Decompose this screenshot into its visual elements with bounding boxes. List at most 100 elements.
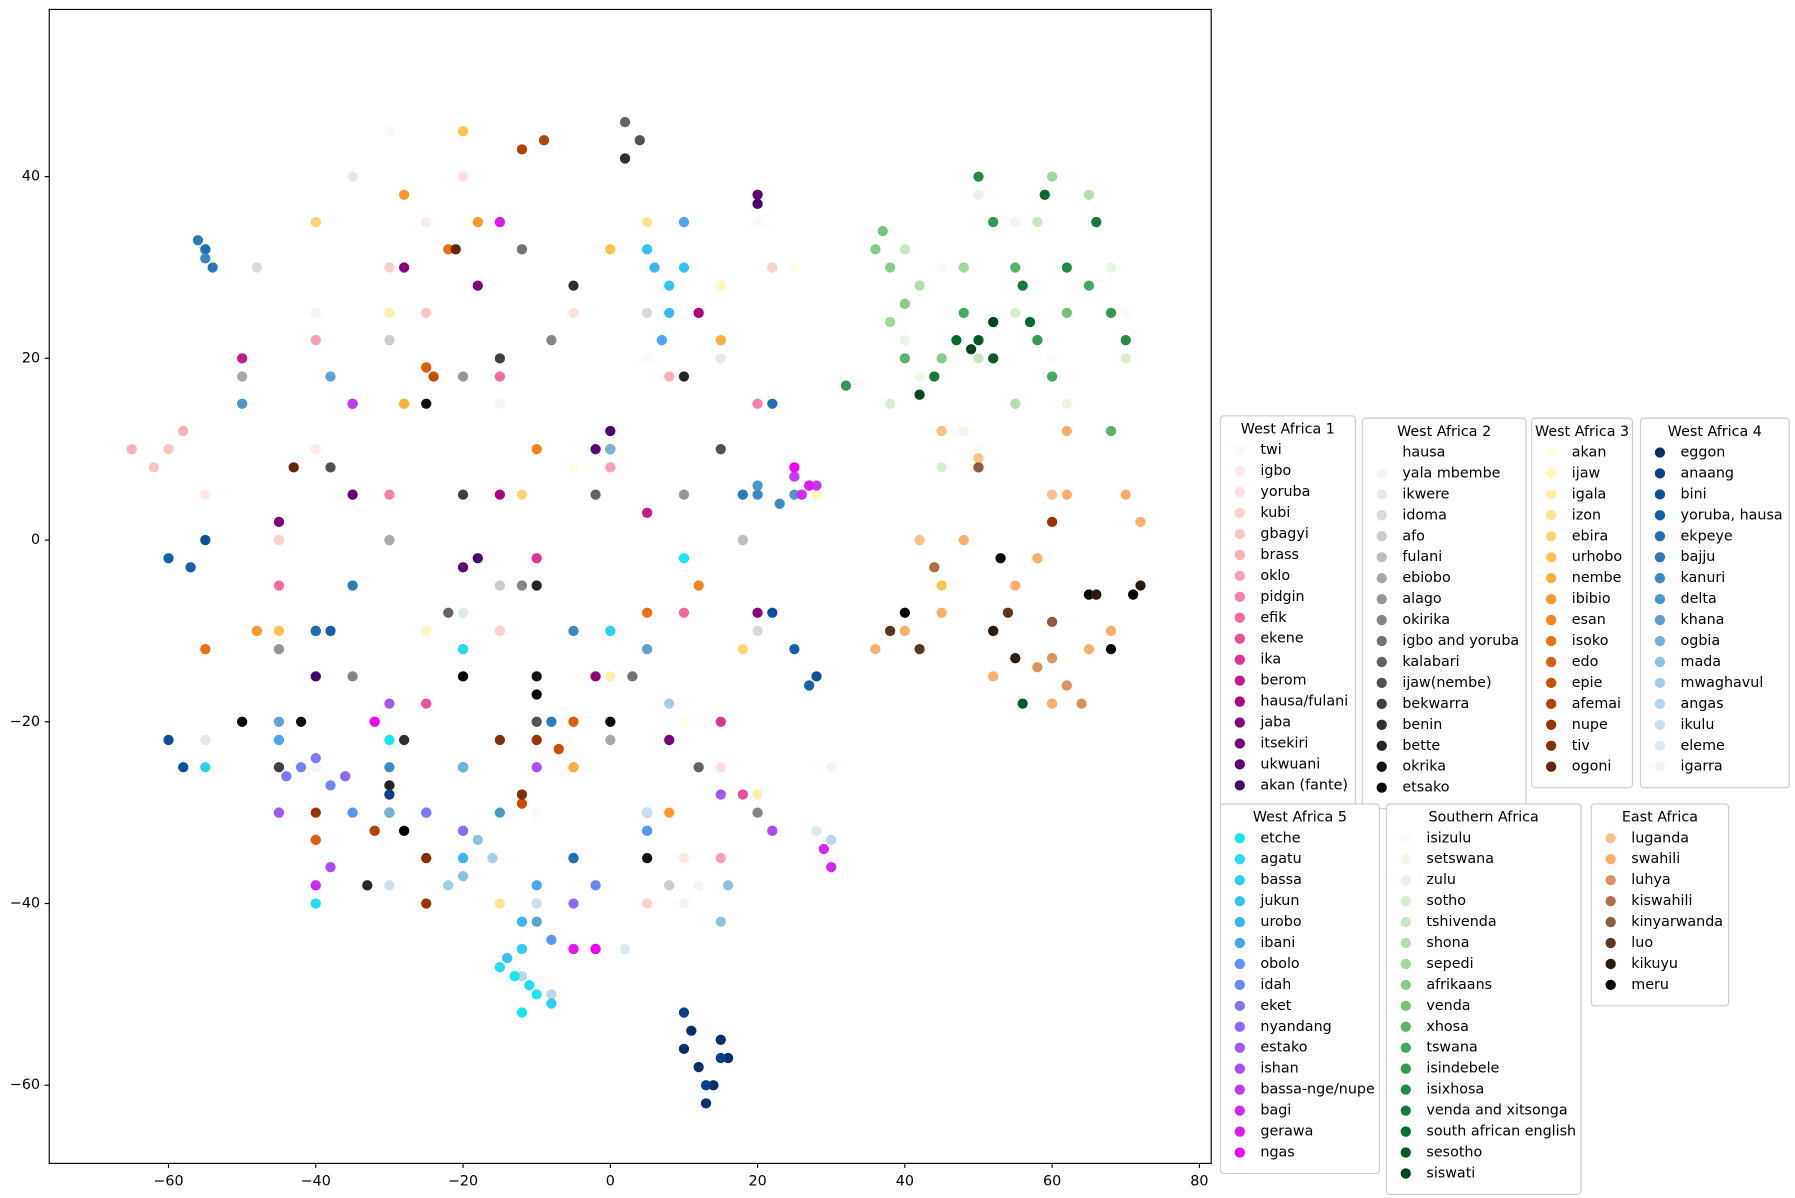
point [899, 625, 911, 637]
point [1032, 662, 1043, 673]
legend-label: isixhosa [1426, 1082, 1484, 1098]
point [914, 280, 925, 291]
x-tick-label: 20 [748, 1174, 766, 1190]
point [605, 425, 616, 437]
legend-marker [1234, 895, 1245, 907]
legend-label: ibani [1260, 935, 1295, 951]
legend-label: eket [1260, 998, 1291, 1014]
legend-marker [1234, 1147, 1245, 1158]
point [634, 135, 645, 146]
point [767, 607, 778, 618]
point [664, 371, 675, 382]
legend-label: ijaw(nembe) [1402, 675, 1491, 691]
legend-label: eleme [1681, 738, 1725, 754]
point [1120, 307, 1131, 319]
plot-frame [48, 8, 1212, 1164]
point [973, 171, 984, 182]
point [384, 789, 395, 800]
legend-marker [1546, 531, 1557, 542]
legend-label: ijaw [1572, 465, 1601, 481]
legend-marker [1234, 937, 1245, 949]
points [126, 116, 1146, 1109]
point [568, 716, 579, 727]
legend-marker [1400, 1168, 1411, 1179]
legend-label: sotho [1426, 893, 1466, 909]
point [516, 798, 528, 809]
legend-label: yoruba [1260, 484, 1310, 500]
legend-label: bette [1402, 738, 1440, 754]
point [347, 489, 358, 500]
point [686, 1025, 697, 1036]
point [310, 671, 321, 682]
legend-marker [1605, 875, 1616, 886]
legend-marker [1546, 510, 1557, 521]
point [531, 734, 542, 746]
point [826, 834, 837, 846]
point [899, 335, 911, 346]
point [494, 580, 506, 591]
point [347, 171, 358, 182]
point [531, 553, 542, 564]
point [1061, 398, 1072, 409]
point [811, 825, 822, 836]
point [678, 898, 690, 909]
point [619, 943, 631, 955]
legend-marker [1654, 719, 1666, 730]
point [1076, 698, 1087, 709]
legend-label: berom [1260, 673, 1306, 689]
legend-label: isizulu [1426, 830, 1471, 846]
point [310, 335, 321, 346]
point [273, 734, 285, 746]
legend-label: nyandang [1260, 1019, 1331, 1035]
point [958, 307, 969, 319]
y-tick-label: −60 [10, 1077, 40, 1093]
point [641, 244, 653, 255]
legend-label: afo [1402, 528, 1425, 544]
legend-label: venda and xitsonga [1426, 1103, 1567, 1119]
point [826, 862, 837, 873]
point [641, 607, 653, 618]
point [531, 989, 542, 1000]
legend-marker [1654, 761, 1666, 772]
legend-marker [1654, 593, 1666, 605]
legend-title: Southern Africa [1428, 810, 1538, 826]
point [958, 425, 969, 437]
legend-marker [1546, 698, 1557, 710]
point [185, 562, 196, 573]
point [590, 444, 601, 455]
point [1046, 371, 1058, 382]
point [251, 625, 263, 637]
point [126, 444, 137, 455]
legend-marker [1605, 916, 1616, 928]
point [457, 871, 469, 882]
legend-label: ukwuani [1260, 756, 1320, 772]
legend-label: nupe [1572, 717, 1608, 733]
point [531, 880, 542, 891]
legend-label: pidgin [1260, 589, 1304, 605]
point [347, 580, 358, 591]
point [936, 262, 947, 273]
point [1046, 516, 1058, 528]
point [531, 689, 542, 700]
point [207, 262, 218, 273]
point [398, 398, 410, 409]
point [546, 934, 557, 946]
legend-label: luhya [1631, 872, 1670, 888]
point [362, 880, 373, 891]
legend-label: shona [1426, 935, 1469, 951]
legend-marker [1234, 528, 1245, 540]
legend-marker [1605, 854, 1616, 865]
point [752, 216, 763, 228]
point [531, 898, 542, 909]
point [1061, 489, 1072, 500]
legend-label: epie [1572, 675, 1603, 691]
point [531, 671, 542, 682]
point [568, 625, 579, 637]
point [200, 734, 211, 746]
legend-marker [1546, 468, 1557, 479]
point [590, 880, 601, 891]
legend-marker [1234, 591, 1245, 602]
legend-marker [1654, 573, 1666, 584]
legend-marker [1546, 573, 1557, 584]
legend-marker [1376, 677, 1387, 689]
